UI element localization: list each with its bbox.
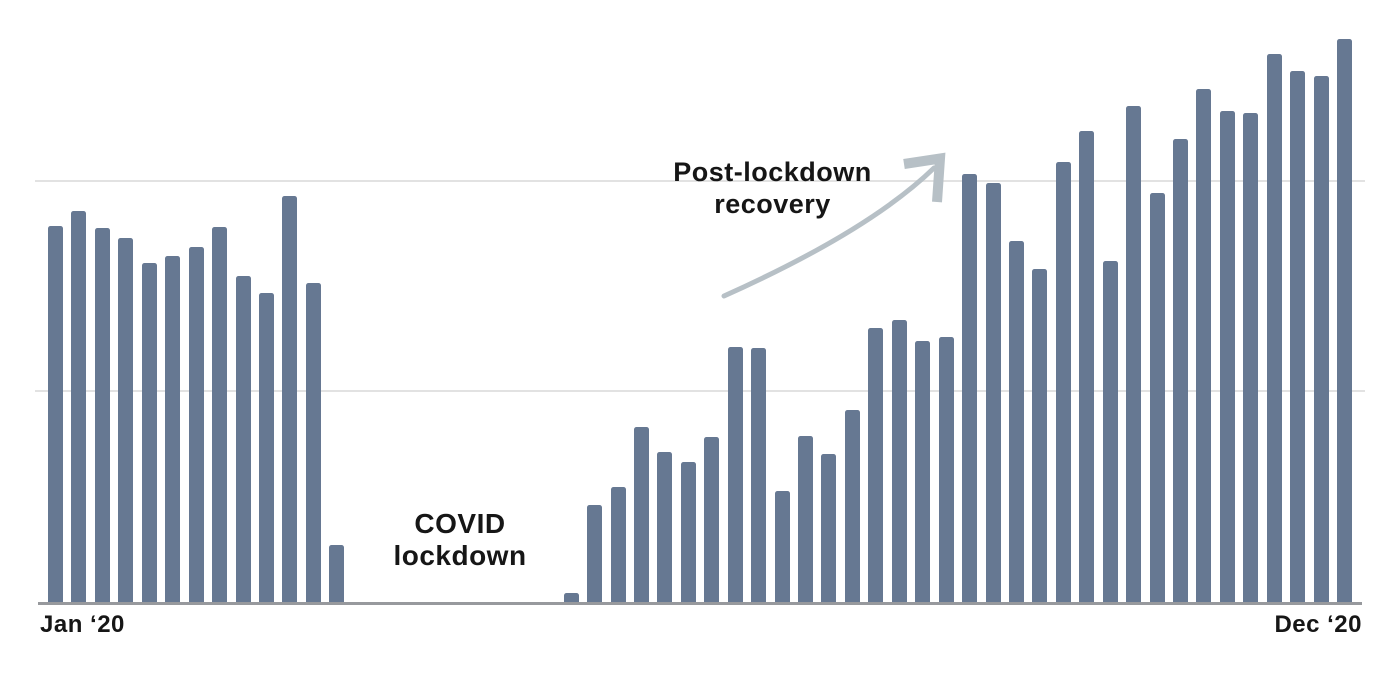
- bar: [1055, 162, 1071, 603]
- bar: [188, 247, 204, 603]
- bar: [258, 293, 274, 603]
- bar: [727, 347, 743, 603]
- bar: [1008, 241, 1024, 603]
- bar: [915, 341, 931, 603]
- bar: [1172, 139, 1188, 603]
- bar: [1266, 54, 1282, 603]
- bar: [71, 211, 87, 603]
- bar: [1126, 106, 1142, 603]
- bar: [305, 283, 321, 603]
- annotation-covid-line2: lockdown: [393, 540, 527, 571]
- bar: [798, 436, 813, 603]
- bar: [212, 227, 228, 603]
- bar-series: [48, 39, 1352, 603]
- bar: [329, 545, 345, 603]
- bar: [610, 487, 626, 603]
- gridline-lower: [35, 390, 1365, 392]
- bar: [1102, 261, 1118, 603]
- bar: [938, 337, 954, 603]
- bar: [1079, 131, 1095, 603]
- bar: [1196, 89, 1212, 603]
- bar: [1032, 269, 1048, 603]
- bar: [165, 256, 181, 603]
- bar: [751, 348, 767, 603]
- bar: [282, 196, 298, 603]
- bar: [844, 410, 860, 603]
- bar: [587, 505, 602, 603]
- bar: [821, 454, 837, 603]
- x-tick-label-dec: Dec ‘20: [1274, 611, 1362, 638]
- bar: [704, 437, 720, 603]
- x-tick-label-jan: Jan ‘20: [40, 611, 125, 638]
- annotation-post-lockdown-recovery: Post-lockdown recovery: [620, 156, 925, 220]
- bar: [1313, 76, 1329, 603]
- annotation-recovery-line2: recovery: [714, 189, 831, 219]
- bar: [1337, 39, 1352, 603]
- bar: [118, 238, 134, 603]
- annotation-covid-lockdown: COVID lockdown: [340, 508, 580, 572]
- bar: [1290, 71, 1306, 603]
- bar: [891, 320, 907, 603]
- gridline-upper: [35, 180, 1365, 182]
- bar: [1149, 193, 1165, 603]
- bar: [94, 228, 110, 603]
- bar: [657, 452, 673, 603]
- annotation-recovery-line1: Post-lockdown: [673, 157, 872, 187]
- bar: [868, 328, 884, 603]
- bar: [985, 183, 1001, 603]
- bar: [235, 276, 251, 603]
- bar: [563, 593, 579, 603]
- bar: [141, 263, 157, 603]
- bar: [633, 427, 649, 603]
- bar: [962, 174, 977, 603]
- bar: [1219, 111, 1235, 603]
- x-axis-line: [38, 602, 1362, 605]
- bar: [1243, 113, 1259, 603]
- bar: [48, 226, 63, 603]
- bar: [774, 491, 790, 603]
- bar: [680, 462, 696, 603]
- annotation-covid-line1: COVID: [414, 508, 506, 539]
